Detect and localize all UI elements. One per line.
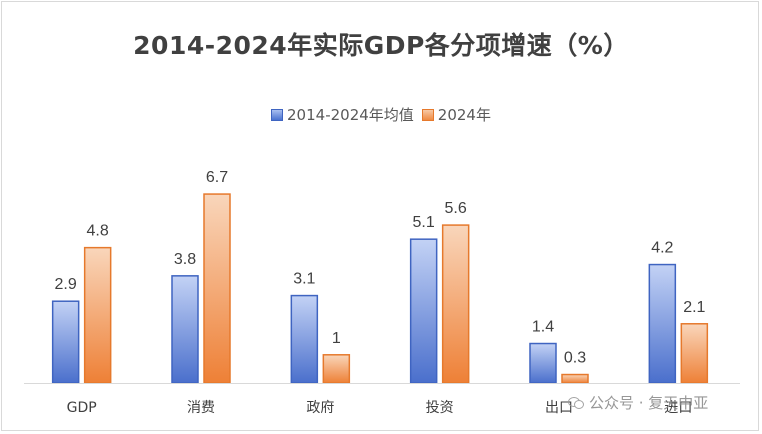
category-label-5: 进口	[664, 400, 692, 416]
value-label-avg-3: 5.1	[413, 214, 435, 231]
value-label-2024-4: 0.3	[564, 350, 586, 367]
value-label-2024-5: 2.1	[683, 299, 705, 316]
category-label-1: 消费	[187, 400, 215, 416]
value-label-avg-0: 2.9	[55, 276, 77, 293]
legend-label-avg: 2014-2024年均值	[287, 106, 414, 124]
bar-2024-3[interactable]	[441, 224, 470, 384]
legend-swatch-avg	[271, 108, 284, 121]
legend-entry-avg[interactable]: 2014-2024年均值	[271, 104, 414, 125]
chart-legend: 2014-2024年均值 2024年	[0, 104, 762, 125]
legend-label-2024: 2024年	[437, 106, 491, 124]
value-label-avg-4: 1.4	[532, 319, 554, 336]
bar-2024-2[interactable]	[322, 354, 351, 384]
value-label-2024-1: 6.7	[206, 169, 228, 186]
category-label-0: GDP	[67, 400, 97, 416]
category-label-2: 政府	[306, 400, 334, 416]
watermark-text: 公众号 · 复天中亚	[589, 394, 709, 412]
category-label-3: 投资	[426, 400, 454, 416]
bar-avg-0[interactable]	[51, 300, 80, 384]
value-label-avg-5: 4.2	[651, 240, 673, 257]
watermark: 公众号 · 复天中亚	[568, 392, 708, 413]
bar-avg-5[interactable]	[648, 263, 677, 384]
category-label-4: 出口	[545, 400, 573, 416]
value-label-2024-2: 1	[332, 330, 341, 347]
value-label-2024-0: 4.8	[87, 223, 109, 240]
value-label-avg-2: 3.1	[293, 271, 315, 288]
bar-2024-0[interactable]	[83, 246, 112, 384]
bar-avg-3[interactable]	[409, 238, 438, 384]
legend-entry-2024[interactable]: 2024年	[421, 104, 491, 125]
bar-avg-1[interactable]	[171, 275, 199, 384]
bar-avg-2[interactable]	[290, 294, 319, 384]
legend-swatch-2024	[421, 108, 434, 121]
bar-avg-4[interactable]	[529, 342, 557, 384]
value-label-2024-3: 5.6	[445, 200, 467, 217]
bar-2024-4[interactable]	[561, 373, 589, 384]
bar-2024-5[interactable]	[680, 323, 709, 384]
bar-2024-1[interactable]	[203, 193, 231, 384]
value-label-avg-1: 3.8	[174, 251, 196, 268]
wechat-icon	[568, 396, 584, 409]
chart-title: 2014-2024年实际GDP各分项增速（%）	[133, 31, 629, 60]
